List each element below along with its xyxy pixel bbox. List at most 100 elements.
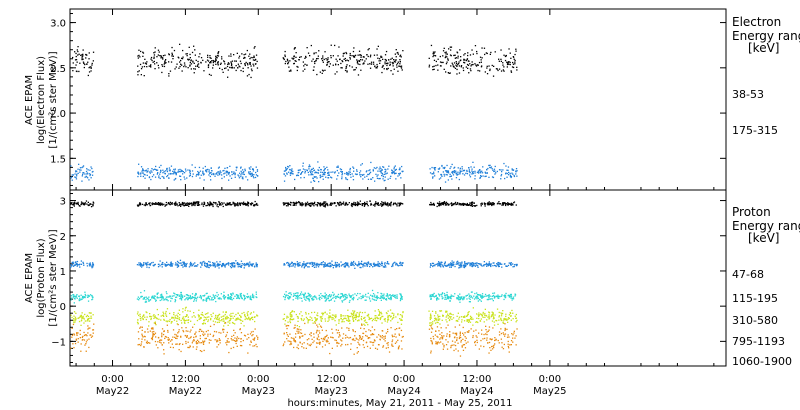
data-point (301, 315, 303, 317)
data-point (227, 203, 229, 206)
data-point (370, 204, 373, 206)
data-point (387, 317, 389, 319)
data-point (359, 262, 361, 265)
data-point (345, 293, 347, 296)
data-point (356, 312, 358, 314)
data-point (321, 297, 323, 299)
data-point (295, 56, 297, 58)
data-point (289, 60, 291, 62)
data-point (156, 293, 158, 296)
data-point (459, 173, 461, 175)
data-point (390, 201, 392, 203)
data-point (217, 171, 219, 173)
data-point (77, 341, 79, 343)
data-point (243, 263, 245, 265)
data-point (72, 204, 75, 206)
data-point (206, 204, 208, 207)
data-point (210, 167, 212, 169)
data-point (442, 266, 445, 268)
data-point (502, 202, 504, 204)
data-point (440, 204, 442, 206)
data-point (456, 51, 458, 53)
data-point (218, 264, 220, 266)
data-point (158, 166, 161, 168)
data-point (296, 65, 298, 68)
data-point (157, 266, 160, 268)
data-point (197, 264, 199, 266)
data-point (368, 169, 370, 172)
data-point (325, 201, 327, 203)
data-point (250, 204, 253, 206)
data-point (355, 315, 357, 317)
data-point (387, 203, 389, 206)
data-point (154, 176, 157, 178)
data-point (88, 318, 90, 320)
data-point (447, 313, 449, 315)
data-point (161, 261, 164, 264)
data-point (385, 59, 387, 61)
data-point (382, 315, 384, 318)
data-point (381, 296, 383, 298)
data-point (146, 61, 148, 63)
data-point (466, 58, 468, 61)
data-point (457, 167, 459, 169)
data-point (139, 262, 141, 264)
data-point (211, 298, 213, 300)
data-point (458, 178, 460, 181)
data-point (436, 263, 439, 265)
data-point (174, 204, 176, 206)
data-point (352, 297, 354, 300)
data-point (438, 203, 440, 205)
data-point (481, 47, 483, 49)
data-point (289, 174, 292, 176)
data-point (205, 169, 207, 171)
data-point (401, 165, 403, 168)
data-point (80, 324, 82, 326)
data-point (297, 295, 299, 297)
data-point (377, 261, 379, 263)
data-point (194, 262, 196, 264)
data-point (165, 59, 167, 61)
data-point (484, 71, 486, 73)
data-point (512, 63, 515, 65)
data-point (337, 64, 339, 66)
data-point (337, 175, 339, 177)
data-point (446, 291, 448, 294)
data-point (401, 296, 403, 298)
data-point (458, 62, 460, 65)
data-point (496, 68, 498, 70)
data-point (505, 54, 507, 57)
data-point (433, 65, 435, 67)
data-point (178, 202, 180, 204)
data-point (200, 298, 202, 300)
data-point (300, 294, 302, 296)
data-point (487, 202, 490, 204)
data-point (484, 295, 486, 297)
data-point (244, 63, 246, 65)
data-point (352, 166, 354, 168)
data-point (498, 316, 500, 318)
data-point (449, 46, 451, 48)
data-point (387, 319, 390, 321)
data-point (240, 266, 242, 268)
data-point (345, 202, 348, 205)
data-point (163, 176, 165, 178)
data-point (446, 170, 448, 172)
data-point (160, 315, 162, 317)
data-point (171, 53, 173, 56)
data-point (493, 292, 496, 294)
data-point (207, 203, 209, 205)
data-point (255, 262, 257, 264)
data-point (465, 265, 467, 267)
data-point (227, 294, 229, 296)
data-point (378, 168, 380, 170)
data-point (216, 261, 218, 263)
data-point (510, 202, 512, 205)
data-point (218, 313, 220, 316)
data-point (191, 296, 194, 298)
data-point (309, 262, 312, 264)
data-point (502, 204, 505, 206)
data-point (453, 65, 455, 67)
data-point (322, 61, 324, 63)
data-point (165, 204, 167, 206)
